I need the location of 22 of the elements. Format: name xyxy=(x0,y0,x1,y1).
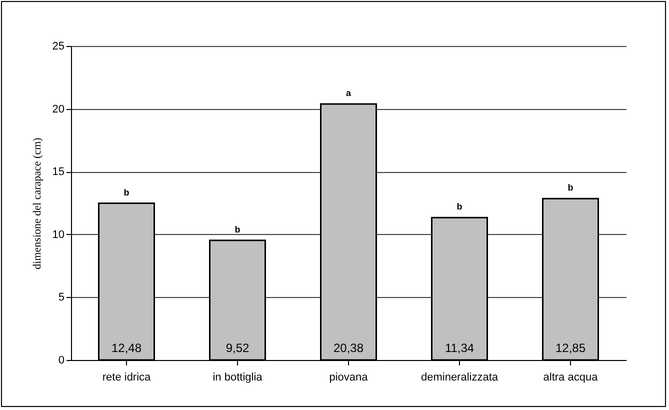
x-tick-label: demineralizzata xyxy=(420,372,499,384)
annotation: b xyxy=(234,224,241,234)
y-axis-title: dimensione del carapace (cm) xyxy=(31,137,44,270)
x-tick-label: piovana xyxy=(329,372,369,384)
y-tick-label: 10 xyxy=(52,228,64,241)
y-tick-label: 15 xyxy=(52,166,64,178)
data-label: 9,52 xyxy=(226,341,250,355)
data-label: 20,38 xyxy=(333,341,364,355)
y-tick-label: 20 xyxy=(52,103,64,116)
annotation: b xyxy=(124,187,130,198)
x-tick-label: altra acqua xyxy=(543,372,599,384)
y-tick-label: 5 xyxy=(58,292,64,304)
y-tick-label: 0 xyxy=(58,354,64,366)
x-tick-label: in bottiglia xyxy=(212,372,264,384)
data-label: 12,85 xyxy=(555,341,586,355)
y-tick-label: 25 xyxy=(52,40,64,52)
annotation: b xyxy=(568,182,574,193)
annotation: b xyxy=(456,202,463,212)
data-label: 12,48 xyxy=(111,341,142,355)
data-label: 11,34 xyxy=(444,341,474,355)
x-tick-label: rete idrica xyxy=(102,372,152,384)
annotation: a xyxy=(346,88,352,98)
